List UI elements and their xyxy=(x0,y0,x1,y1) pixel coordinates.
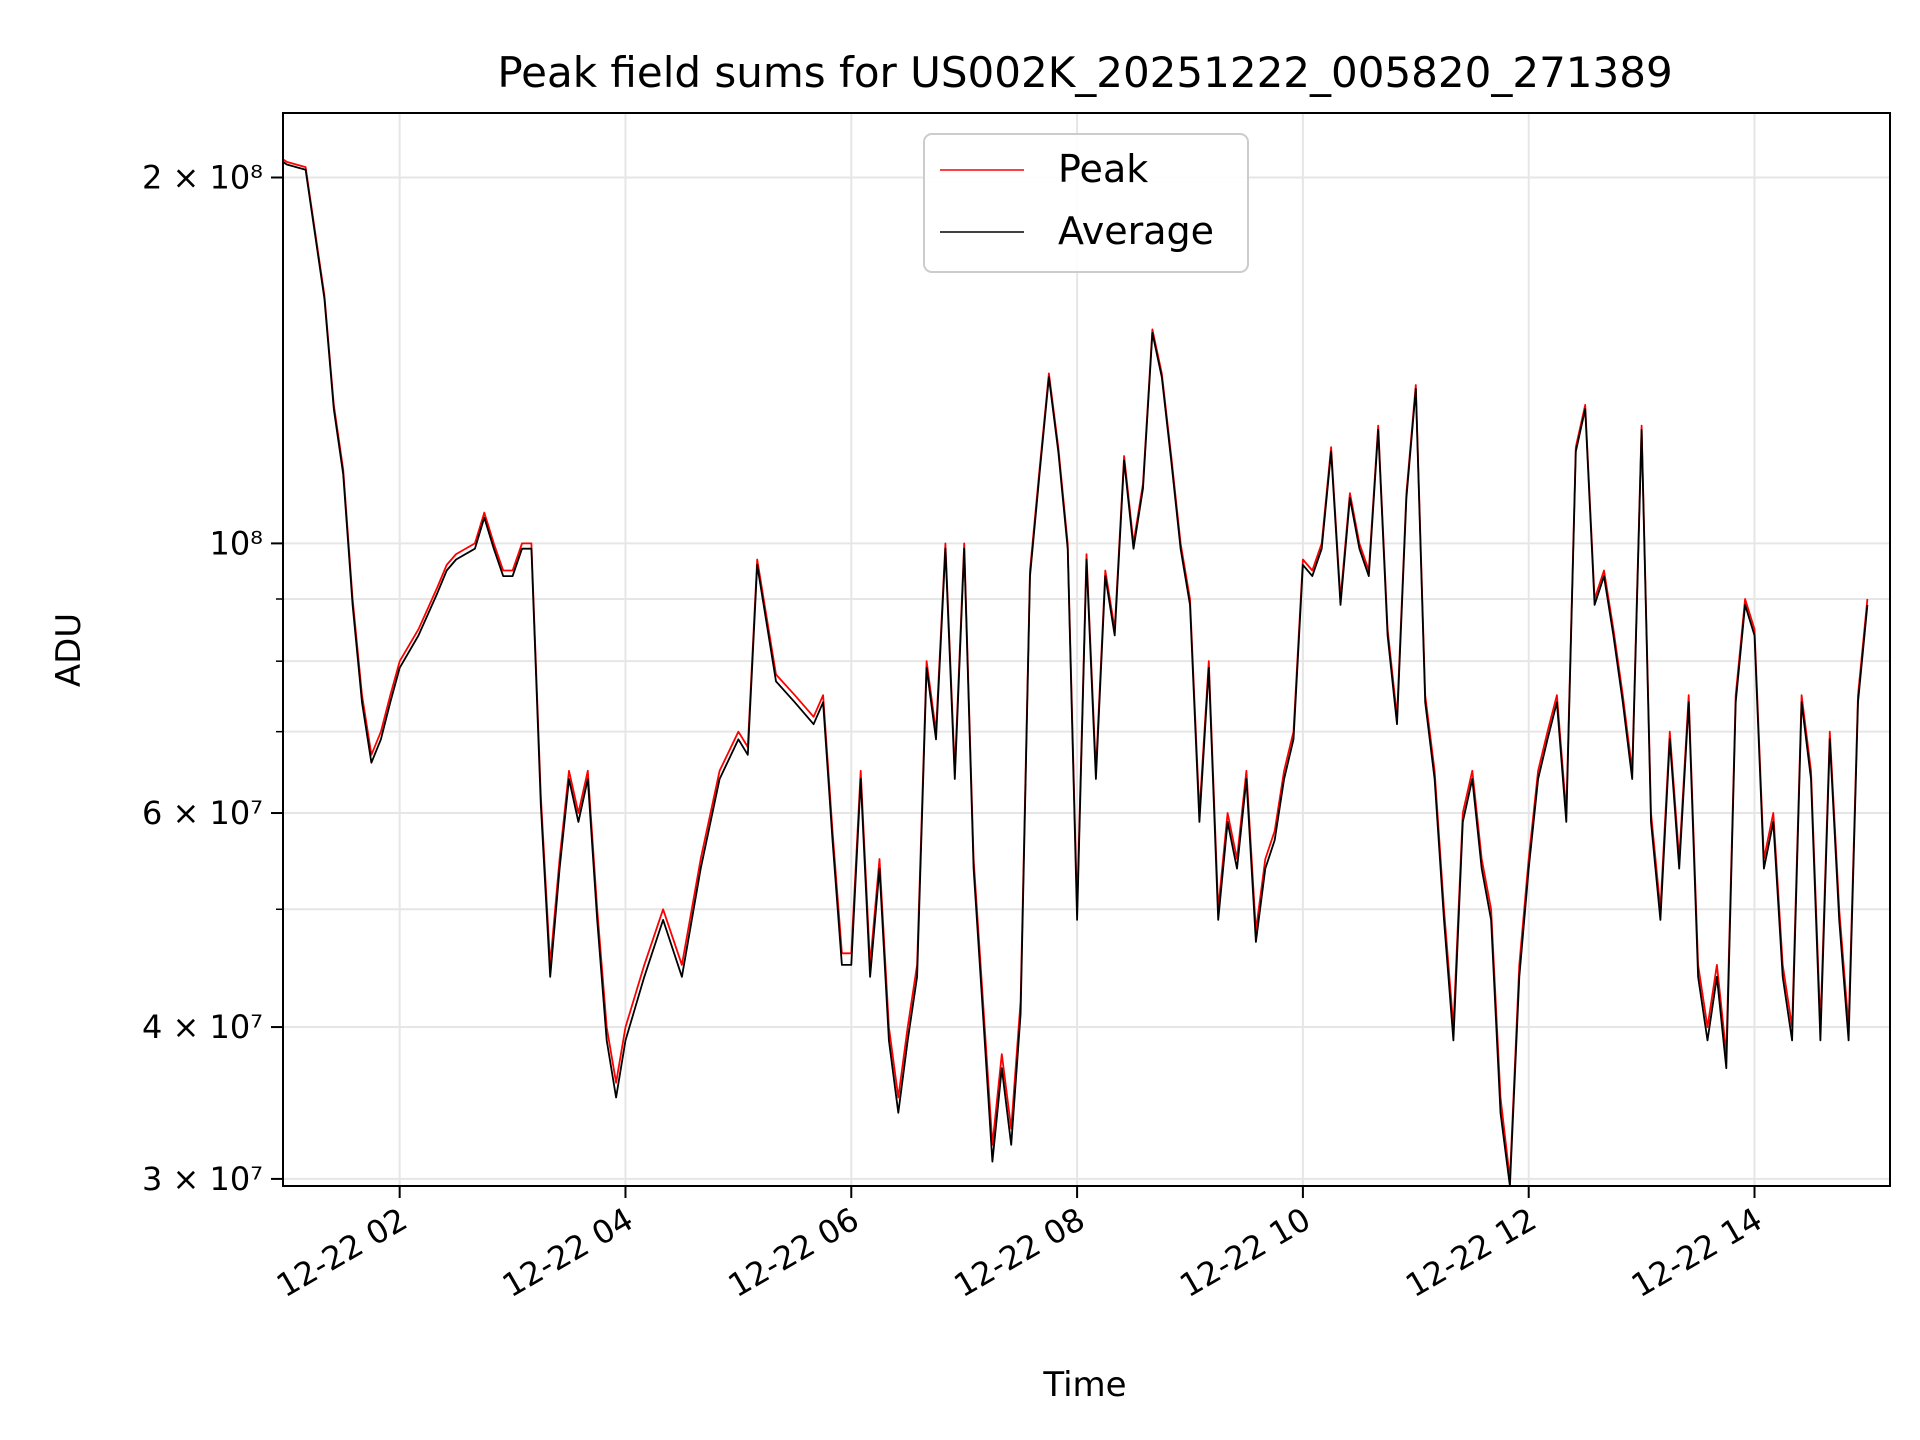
grid xyxy=(283,113,1890,1186)
legend-frame xyxy=(923,133,1249,273)
y-tick-label: 3 × 10⁷ xyxy=(142,1160,263,1198)
x-axis-label: Time xyxy=(1042,1365,1126,1405)
plot-frame xyxy=(282,112,1891,1187)
y-tick-label: 2 × 10⁸ xyxy=(142,159,263,197)
y-tick-label: 4 × 10⁷ xyxy=(142,1008,263,1046)
legend: Peak Average xyxy=(923,133,1249,273)
y-tick-label: 10⁸ xyxy=(209,524,263,562)
legend-label-average: Average xyxy=(1058,209,1214,253)
y-axis-label: ADU xyxy=(49,613,89,687)
y-axis: 2 × 10⁸ 10⁸ 6 × 10⁷ 4 × 10⁷ 3 × 10⁷ xyxy=(142,159,283,1198)
chart-title: Peak field sums for US002K_20251222_0058… xyxy=(497,48,1672,97)
series-group xyxy=(283,158,1869,1186)
y-tick-label: 6 × 10⁷ xyxy=(142,794,263,832)
legend-label-peak: Peak xyxy=(1058,147,1148,191)
series-line-average xyxy=(283,161,1869,1186)
